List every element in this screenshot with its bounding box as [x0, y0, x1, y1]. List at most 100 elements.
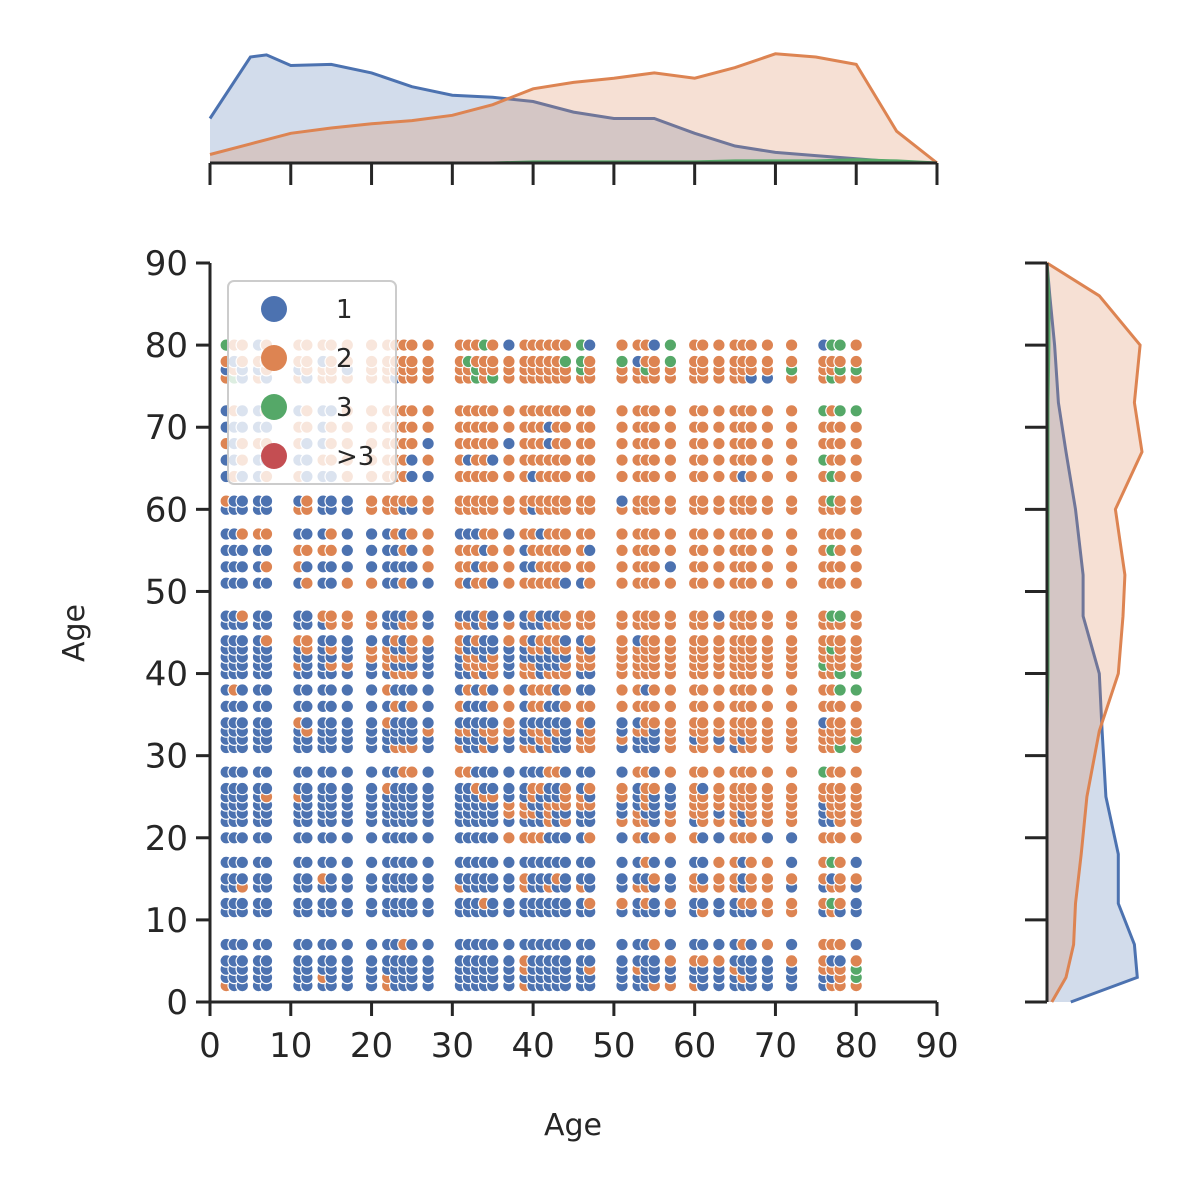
scatter-point — [833, 436, 847, 451]
legend-box — [227, 280, 397, 485]
scatter-point — [615, 436, 629, 451]
scatter-point — [712, 633, 726, 648]
scatter-point — [849, 494, 863, 508]
scatter-point — [695, 699, 710, 714]
scatter-point — [760, 403, 775, 418]
scatter-point — [695, 559, 710, 574]
scatter-point — [663, 954, 678, 968]
scatter-point — [485, 527, 500, 541]
scatter-point — [647, 559, 662, 574]
y-tick-label: 90 — [145, 244, 188, 284]
scatter-point — [485, 338, 500, 352]
scatter-point — [421, 469, 435, 484]
scatter-point — [582, 527, 597, 541]
density-fill-y-1 — [1047, 263, 1138, 1002]
scatter-point — [663, 469, 678, 484]
legend-label: 1 — [336, 295, 353, 325]
scatter-point — [647, 699, 662, 714]
scatter-point — [364, 855, 379, 870]
scatter-point — [712, 765, 726, 779]
scatter-point — [744, 469, 758, 484]
x-tick-label: 80 — [835, 1026, 878, 1066]
scatter-point — [663, 781, 678, 796]
scatter-point — [485, 453, 500, 467]
scatter-point — [364, 765, 379, 779]
scatter-point — [558, 683, 573, 697]
scatter-point — [582, 354, 597, 369]
scatter-point — [744, 937, 758, 952]
scatter-point — [712, 453, 726, 467]
scatter-point — [502, 338, 516, 352]
scatter-point — [259, 683, 274, 697]
scatter-point — [340, 765, 355, 779]
scatter-point — [833, 338, 847, 352]
scatter-point — [259, 576, 274, 590]
scatter-point — [615, 609, 629, 623]
scatter-point — [744, 699, 758, 714]
scatter-point — [259, 633, 274, 648]
scatter-point — [582, 855, 597, 870]
scatter-point — [235, 683, 250, 697]
scatter-point — [485, 896, 500, 911]
scatter-point — [784, 338, 799, 352]
scatter-point — [744, 871, 758, 886]
scatter-point — [235, 871, 250, 886]
legend-marker — [261, 443, 287, 469]
scatter-point — [647, 954, 662, 968]
scatter-point — [405, 633, 419, 648]
scatter-point — [259, 830, 274, 845]
scatter-point — [760, 338, 775, 352]
scatter-point — [712, 715, 726, 730]
scatter-point — [364, 715, 379, 730]
scatter-point — [849, 765, 863, 779]
scatter-point — [421, 781, 435, 796]
scatter-point — [760, 543, 775, 558]
scatter-point — [421, 527, 435, 541]
scatter-point — [502, 830, 516, 845]
scatter-point — [582, 633, 597, 648]
scatter-point — [744, 830, 758, 845]
scatter-point — [849, 715, 863, 730]
scatter-point — [502, 559, 516, 574]
scatter-point — [833, 937, 847, 952]
scatter-point — [712, 420, 726, 434]
scatter-point — [421, 436, 435, 451]
scatter-point — [695, 436, 710, 451]
scatter-point — [615, 896, 629, 911]
scatter-point — [712, 543, 726, 558]
y-tick-label: 40 — [145, 655, 188, 695]
scatter-point — [695, 527, 710, 541]
scatter-point — [663, 871, 678, 886]
scatter-point — [421, 403, 435, 418]
scatter-point — [744, 543, 758, 558]
scatter-point — [784, 354, 799, 369]
scatter-point — [502, 403, 516, 418]
scatter-point — [760, 527, 775, 541]
scatter-point — [324, 527, 338, 541]
scatter-point — [364, 937, 379, 952]
scatter-point — [849, 354, 863, 369]
scatter-point — [582, 453, 597, 467]
scatter-point — [647, 403, 662, 418]
y-tick-label: 0 — [166, 983, 188, 1023]
scatter-point — [615, 469, 629, 484]
scatter-point — [485, 954, 500, 968]
density-line-y-2 — [1046, 261, 1144, 1003]
scatter-point — [712, 469, 726, 484]
scatter-point — [695, 937, 710, 952]
scatter-point — [364, 830, 379, 845]
scatter-point — [712, 781, 726, 796]
scatter-point — [300, 559, 314, 574]
x-tick-label: 0 — [199, 1026, 221, 1066]
scatter-point — [324, 896, 338, 911]
scatter-point — [485, 781, 500, 796]
scatter-point — [259, 871, 274, 886]
scatter-point — [647, 715, 662, 730]
scatter-point — [582, 338, 597, 352]
scatter-point — [364, 543, 379, 558]
scatter-point — [784, 543, 799, 558]
scatter-point — [558, 559, 573, 574]
scatter-point — [784, 699, 799, 714]
scatter-point — [259, 765, 274, 779]
scatter-point — [647, 830, 662, 845]
